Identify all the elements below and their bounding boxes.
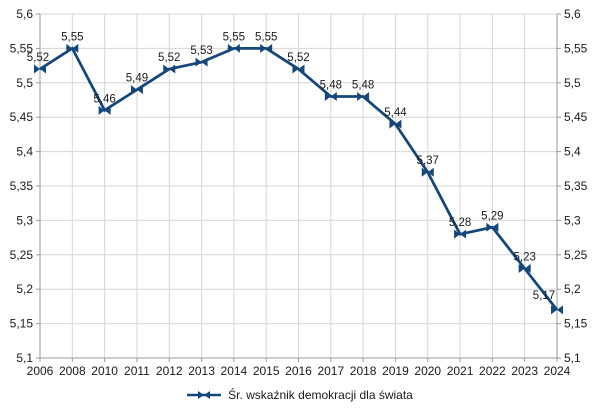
x-axis-label: 2024 xyxy=(544,364,571,378)
data-point-marker xyxy=(163,64,176,74)
legend-series-marker-icon xyxy=(187,391,222,399)
y-axis-label-left: 5,35 xyxy=(10,179,34,193)
y-axis-label-left: 5,25 xyxy=(10,248,34,262)
y-axis-label-left: 5,45 xyxy=(10,110,34,124)
x-axis-label: 2008 xyxy=(59,364,86,378)
x-axis-label: 2011 xyxy=(124,364,150,378)
data-point-marker xyxy=(195,57,208,67)
data-point-label: 5,55 xyxy=(61,31,83,43)
data-point-marker xyxy=(324,92,337,102)
x-axis-label: 2010 xyxy=(91,364,118,378)
data-point-marker xyxy=(66,43,79,53)
y-axis-label-left: 5,2 xyxy=(16,282,33,296)
y-axis-label-right: 5,55 xyxy=(564,41,588,55)
data-point-marker xyxy=(421,167,434,177)
y-axis-label-right: 5,5 xyxy=(564,76,581,90)
data-point-marker xyxy=(454,229,467,239)
data-point-label: 5,52 xyxy=(158,52,180,64)
y-axis-label-right: 5,35 xyxy=(564,179,588,193)
data-point-marker xyxy=(551,305,563,315)
data-point-label: 5,17 xyxy=(533,290,555,302)
x-axis-label: 2016 xyxy=(285,364,312,378)
data-point-marker xyxy=(518,264,531,274)
data-point-label: 5,55 xyxy=(223,31,245,43)
y-axis-label-right: 5,4 xyxy=(564,145,581,159)
legend-series-label: Śr. wskaźnik demokracji dla świata xyxy=(228,388,413,402)
y-axis-label-left: 5,15 xyxy=(10,317,34,331)
data-point-label: 5,46 xyxy=(93,93,115,105)
data-point-label: 5,48 xyxy=(320,80,342,92)
data-point-marker xyxy=(260,43,273,53)
data-point-label: 5,29 xyxy=(481,210,503,222)
y-axis-label-right: 5,3 xyxy=(564,213,581,227)
y-axis-label-right: 5,45 xyxy=(564,110,588,124)
y-axis-label-right: 5,6 xyxy=(564,7,581,21)
data-point-label: 5,49 xyxy=(126,73,148,85)
chart-legend: Śr. wskaźnik demokracji dla świata xyxy=(0,388,600,402)
x-axis-label: 2014 xyxy=(221,364,248,378)
y-axis-label-left: 5,4 xyxy=(16,145,33,159)
data-point-label: 5,44 xyxy=(384,107,407,119)
data-point-label: 5,37 xyxy=(417,155,439,167)
y-axis-label-left: 5,5 xyxy=(16,76,33,90)
x-axis-label: 2019 xyxy=(382,364,409,378)
data-point-marker xyxy=(389,119,402,129)
y-axis-label-right: 5,25 xyxy=(564,248,588,262)
legend-bowtie-marker-icon xyxy=(198,391,211,399)
line-chart-plot-area: 5,1 5,1 5,15 5,15 5,2 5,2 5,25 5,25 5,3 5,3 5,35 5,… xyxy=(10,7,588,378)
data-point-marker xyxy=(486,222,499,232)
y-axis-label-right: 5,1 xyxy=(564,351,581,365)
data-point-label: 5,48 xyxy=(352,80,374,92)
data-point-label: 5,28 xyxy=(449,217,471,229)
x-axis-label: 2013 xyxy=(188,364,215,378)
x-axis-label: 2017 xyxy=(317,364,344,378)
data-point-label: 5,55 xyxy=(255,31,277,43)
x-axis-label: 2022 xyxy=(479,364,506,378)
y-axis-label-right: 5,15 xyxy=(564,317,588,331)
data-point-label: 5,52 xyxy=(287,52,309,64)
x-axis-label: 2012 xyxy=(156,364,183,378)
data-point-marker xyxy=(98,105,111,115)
y-axis-label-left: 5,1 xyxy=(16,351,33,365)
data-point-marker xyxy=(357,92,370,102)
data-point-marker xyxy=(227,43,240,53)
data-point-label: 5,53 xyxy=(190,45,212,57)
x-axis-label: 2020 xyxy=(414,364,441,378)
x-axis-label: 2015 xyxy=(253,364,280,378)
y-axis-label-left: 5,55 xyxy=(10,41,34,55)
data-point-marker xyxy=(34,64,46,74)
x-axis-label: 2021 xyxy=(447,364,474,378)
y-axis-label-right: 5,2 xyxy=(564,282,581,296)
y-axis-label-left: 5,3 xyxy=(16,213,33,227)
data-point-marker xyxy=(130,85,143,95)
data-point-label: 5,23 xyxy=(513,252,535,264)
x-axis-label: 2018 xyxy=(350,364,377,378)
data-point-marker xyxy=(292,64,305,74)
data-point-label: 5,52 xyxy=(27,52,49,64)
x-axis-label: 2023 xyxy=(511,364,538,378)
x-axis-label: 2006 xyxy=(27,364,54,378)
y-axis-label-left: 5,6 xyxy=(16,7,33,21)
